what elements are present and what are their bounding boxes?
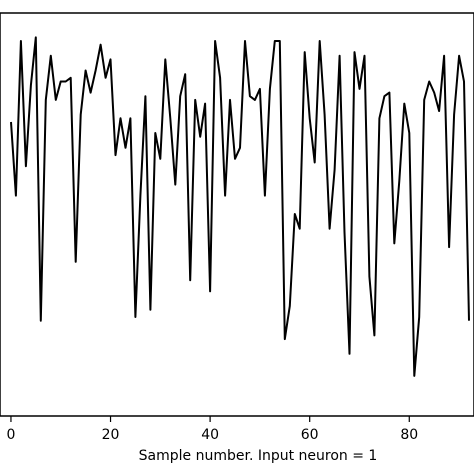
plot-area bbox=[0, 12, 474, 417]
x-tick-label: 80 bbox=[400, 427, 418, 443]
series-line bbox=[10, 36, 470, 377]
x-tick-label: 0 bbox=[6, 427, 15, 443]
x-tick-label: 60 bbox=[301, 427, 319, 443]
x-tick-label: 20 bbox=[102, 427, 120, 443]
x-tick-label: 40 bbox=[201, 427, 219, 443]
x-axis-ticks: 0 20 40 60 80 bbox=[6, 416, 418, 443]
x-axis-label: Sample number. Input neuron = 1 bbox=[139, 448, 378, 464]
